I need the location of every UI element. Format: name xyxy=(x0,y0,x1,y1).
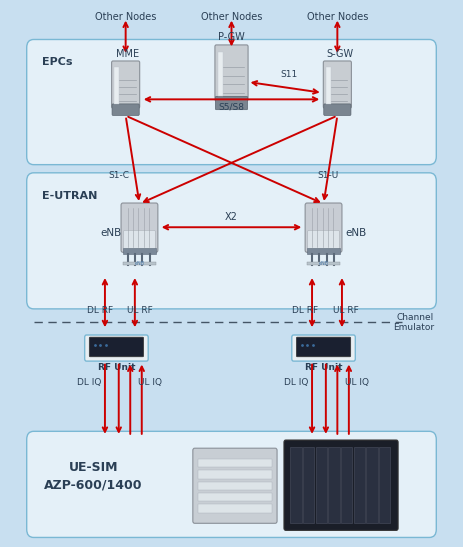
FancyBboxPatch shape xyxy=(307,262,340,265)
FancyBboxPatch shape xyxy=(296,337,350,357)
FancyBboxPatch shape xyxy=(27,39,436,165)
Text: S-GW: S-GW xyxy=(326,49,353,59)
Text: Channel
Emulator: Channel Emulator xyxy=(393,313,434,332)
FancyBboxPatch shape xyxy=(316,446,327,523)
FancyBboxPatch shape xyxy=(308,230,339,249)
Text: X2: X2 xyxy=(225,212,238,222)
FancyBboxPatch shape xyxy=(123,248,156,254)
FancyBboxPatch shape xyxy=(85,335,148,361)
Text: eNB: eNB xyxy=(134,261,144,266)
FancyBboxPatch shape xyxy=(323,61,351,108)
FancyBboxPatch shape xyxy=(112,104,139,115)
FancyBboxPatch shape xyxy=(121,203,158,252)
FancyBboxPatch shape xyxy=(124,230,155,249)
Text: Other Nodes: Other Nodes xyxy=(201,12,262,22)
Text: eNB: eNB xyxy=(100,228,122,238)
FancyBboxPatch shape xyxy=(324,104,351,115)
FancyBboxPatch shape xyxy=(303,446,314,523)
FancyBboxPatch shape xyxy=(307,248,340,254)
FancyBboxPatch shape xyxy=(123,262,156,265)
FancyBboxPatch shape xyxy=(27,432,436,538)
FancyBboxPatch shape xyxy=(215,45,248,101)
Text: RF Unit: RF Unit xyxy=(98,363,135,373)
Text: UL IQ: UL IQ xyxy=(138,378,162,387)
FancyBboxPatch shape xyxy=(114,67,119,104)
FancyBboxPatch shape xyxy=(341,446,352,523)
FancyBboxPatch shape xyxy=(198,459,271,467)
Text: P-GW: P-GW xyxy=(218,32,245,42)
FancyBboxPatch shape xyxy=(89,337,144,357)
Text: RF Unit: RF Unit xyxy=(305,363,342,373)
Text: DL RF: DL RF xyxy=(87,306,113,315)
FancyBboxPatch shape xyxy=(215,96,248,110)
Text: S11: S11 xyxy=(281,69,298,79)
FancyBboxPatch shape xyxy=(198,470,271,479)
Text: UL RF: UL RF xyxy=(126,306,152,315)
FancyBboxPatch shape xyxy=(198,481,271,490)
FancyBboxPatch shape xyxy=(198,504,271,513)
Text: DL IQ: DL IQ xyxy=(284,378,308,387)
Text: UL IQ: UL IQ xyxy=(344,378,369,387)
Text: S1-U: S1-U xyxy=(318,171,339,180)
FancyBboxPatch shape xyxy=(379,446,390,523)
Text: Other Nodes: Other Nodes xyxy=(95,12,156,22)
Text: UL RF: UL RF xyxy=(333,306,358,315)
FancyBboxPatch shape xyxy=(218,51,223,96)
FancyBboxPatch shape xyxy=(27,173,436,309)
FancyBboxPatch shape xyxy=(284,440,398,531)
Text: eNB: eNB xyxy=(319,261,329,266)
Text: EPCs: EPCs xyxy=(42,57,72,67)
FancyBboxPatch shape xyxy=(328,446,340,523)
FancyBboxPatch shape xyxy=(326,67,331,104)
FancyBboxPatch shape xyxy=(366,446,378,523)
Text: Other Nodes: Other Nodes xyxy=(307,12,368,22)
Text: S1-C: S1-C xyxy=(108,171,129,180)
Text: E-UTRAN: E-UTRAN xyxy=(42,191,97,201)
Text: eNB: eNB xyxy=(346,228,367,238)
Text: UE-SIM
AZP-600/1400: UE-SIM AZP-600/1400 xyxy=(44,461,143,492)
Text: DL IQ: DL IQ xyxy=(77,378,101,387)
FancyBboxPatch shape xyxy=(292,335,355,361)
FancyBboxPatch shape xyxy=(305,203,342,252)
Text: S5/S8: S5/S8 xyxy=(219,102,244,111)
FancyBboxPatch shape xyxy=(354,446,365,523)
Text: DL RF: DL RF xyxy=(292,306,318,315)
FancyBboxPatch shape xyxy=(112,61,140,108)
Text: MME: MME xyxy=(116,49,139,59)
FancyBboxPatch shape xyxy=(198,493,271,501)
FancyBboxPatch shape xyxy=(290,446,302,523)
FancyBboxPatch shape xyxy=(193,448,277,523)
